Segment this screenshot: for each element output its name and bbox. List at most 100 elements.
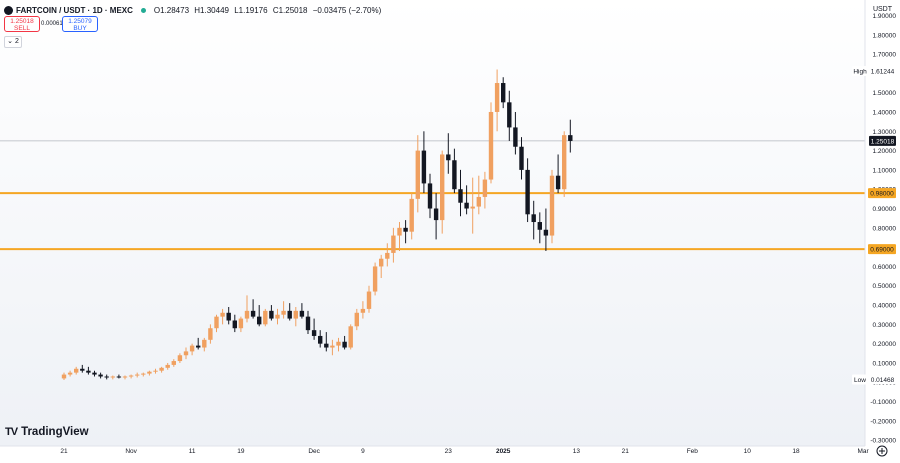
candle-body[interactable] <box>238 318 244 329</box>
tradingview-logo[interactable]: TV TradingView <box>5 426 89 438</box>
candle-body[interactable] <box>470 206 475 209</box>
sell-button[interactable]: 1.25018 SELL <box>4 16 40 32</box>
candle-body[interactable] <box>250 310 256 317</box>
candle-body[interactable] <box>555 175 561 190</box>
candle-body[interactable] <box>421 150 427 184</box>
candle-body[interactable] <box>202 339 207 348</box>
indicators-toggle[interactable]: ⌄ 2 <box>4 36 22 48</box>
candle-body[interactable] <box>354 312 359 327</box>
candle-body[interactable] <box>372 266 378 292</box>
candle-body[interactable] <box>257 316 262 325</box>
candle-body[interactable] <box>135 374 140 376</box>
candle-body[interactable] <box>403 227 408 232</box>
candle-body[interactable] <box>263 310 268 325</box>
candle-body[interactable] <box>501 83 506 103</box>
candle-body[interactable] <box>537 222 542 230</box>
candle-body[interactable] <box>214 316 219 329</box>
candle-body[interactable] <box>513 127 518 147</box>
candle-body[interactable] <box>366 291 372 309</box>
candle-body[interactable] <box>153 370 158 372</box>
candle-body[interactable] <box>311 330 317 336</box>
candle-body[interactable] <box>177 355 183 362</box>
candle-body[interactable] <box>80 368 85 371</box>
spread-value: 0.00061 <box>41 21 63 27</box>
candle-body[interactable] <box>379 258 384 267</box>
candle-body[interactable] <box>324 343 329 348</box>
candle-body[interactable] <box>159 367 164 371</box>
ohlc-readout: O1.28473 H1.30449 L1.19176 C1.25018 −0.0… <box>154 6 384 15</box>
candle-body[interactable] <box>299 310 305 317</box>
candle-body[interactable] <box>165 364 170 368</box>
candle-body[interactable] <box>318 335 323 344</box>
candle-body[interactable] <box>360 308 366 313</box>
candle-body[interactable] <box>74 368 79 373</box>
open-value: O1.28473 <box>153 5 190 15</box>
candle-body[interactable] <box>397 227 402 236</box>
candle-body[interactable] <box>220 312 225 317</box>
candle-body[interactable] <box>128 375 134 377</box>
candle-body[interactable] <box>409 198 414 232</box>
candle-body[interactable] <box>226 312 231 321</box>
candle-body[interactable] <box>281 310 286 315</box>
candle-body[interactable] <box>293 310 298 319</box>
candle-body[interactable] <box>171 361 176 365</box>
candle-body[interactable] <box>415 150 420 199</box>
candle-body[interactable] <box>147 371 152 374</box>
price-tag-text: 1.25018 <box>871 138 895 145</box>
candle-body[interactable] <box>183 351 189 356</box>
candle-body[interactable] <box>446 154 451 161</box>
candle-body[interactable] <box>305 316 311 331</box>
candle-body[interactable] <box>122 376 128 378</box>
candle-body[interactable] <box>476 196 481 207</box>
candle-body[interactable] <box>452 160 457 190</box>
candle-body[interactable] <box>391 235 396 253</box>
candle-body[interactable] <box>116 376 122 378</box>
candle-body[interactable] <box>482 179 488 197</box>
axis-settings-icon[interactable] <box>876 445 888 457</box>
candle-body[interactable] <box>244 310 250 319</box>
candle-body[interactable] <box>232 320 237 329</box>
candle-body[interactable] <box>342 341 347 348</box>
candle-body[interactable] <box>208 328 213 340</box>
candle-body[interactable] <box>189 345 195 352</box>
candle-body[interactable] <box>269 310 274 319</box>
buy-button[interactable]: 1.25079 BUY <box>62 16 98 32</box>
candle-body[interactable] <box>433 208 439 221</box>
candle-body[interactable] <box>568 135 573 141</box>
candle-body[interactable] <box>110 376 115 378</box>
candle-body[interactable] <box>543 229 549 236</box>
candle-body[interactable] <box>98 374 103 377</box>
candle-body[interactable] <box>427 183 433 209</box>
candle-body[interactable] <box>458 189 463 203</box>
candle-body[interactable] <box>86 370 91 373</box>
candle-body[interactable] <box>92 372 97 375</box>
candle-body[interactable] <box>488 111 494 180</box>
candle-body[interactable] <box>275 314 280 319</box>
candle-body[interactable] <box>531 214 536 223</box>
candle-body[interactable] <box>549 175 555 236</box>
candle-body[interactable] <box>348 326 353 348</box>
x-tick-label: 18 <box>792 448 800 455</box>
currency-label[interactable]: USDT <box>872 6 892 13</box>
candle-body[interactable] <box>440 154 445 221</box>
symbol-title[interactable]: FARTCOIN / USDT · 1D · MEXC <box>16 5 133 15</box>
candle-body[interactable] <box>464 202 469 209</box>
indicators-count: 2 <box>14 38 19 45</box>
candle-body[interactable] <box>196 345 201 348</box>
candle-body[interactable] <box>330 345 335 348</box>
candle-body[interactable] <box>519 146 524 170</box>
sell-label: SELL <box>14 25 30 32</box>
candle-body[interactable] <box>562 135 567 190</box>
candle-body[interactable] <box>104 376 109 378</box>
candle-body[interactable] <box>61 374 67 379</box>
candle-body[interactable] <box>67 372 73 375</box>
candle-body[interactable] <box>287 310 292 319</box>
candle-body[interactable] <box>525 169 530 215</box>
candle-body[interactable] <box>507 102 512 128</box>
candle-body[interactable] <box>494 83 500 112</box>
candle-body[interactable] <box>336 341 341 346</box>
candle-body[interactable] <box>385 252 390 259</box>
candle-body[interactable] <box>141 373 146 375</box>
